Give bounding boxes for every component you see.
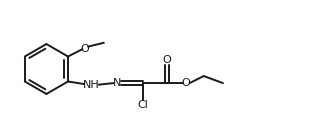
Text: Cl: Cl [138,100,148,111]
Text: NH: NH [83,80,100,90]
Text: N: N [113,78,122,88]
Text: O: O [182,78,190,88]
Text: O: O [163,55,171,65]
Text: O: O [80,43,89,54]
